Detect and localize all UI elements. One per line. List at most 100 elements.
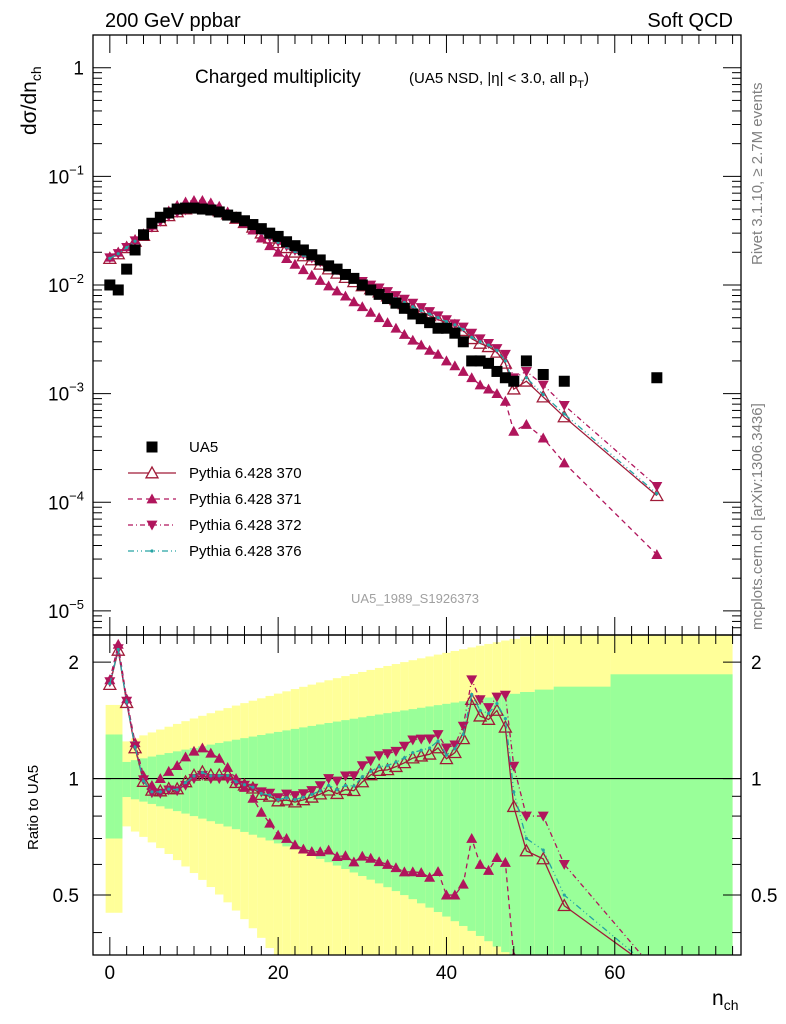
point-ua5	[331, 263, 343, 275]
point-p372	[407, 298, 419, 309]
legend-label-p376: Pythia 6.428 376	[189, 543, 302, 560]
point-p376	[284, 796, 289, 800]
point-p376	[150, 790, 154, 794]
point-ua5	[424, 317, 436, 329]
point-p371	[188, 745, 200, 756]
point-ua5	[558, 375, 570, 387]
point-p376	[116, 252, 120, 256]
point-p376	[436, 739, 440, 743]
point-p376	[495, 348, 499, 352]
point-ua5	[255, 223, 267, 235]
point-p371	[432, 348, 444, 359]
ratio-frame	[92, 634, 742, 956]
point-p371	[558, 457, 570, 468]
point-p371	[264, 240, 276, 251]
ratio-band-inner	[467, 700, 476, 931]
point-p376	[503, 359, 507, 363]
point-p372	[474, 695, 486, 706]
point-p372	[457, 322, 469, 333]
point-ua5	[382, 293, 394, 305]
point-p376	[133, 745, 137, 749]
point-p370	[519, 843, 534, 857]
point-p376	[310, 792, 314, 796]
point-p371	[521, 967, 532, 977]
point-p370	[414, 748, 429, 762]
point-p372	[356, 761, 368, 772]
ratio-y-tick-label-right: 2	[751, 653, 762, 674]
point-p372	[466, 328, 478, 339]
point-p371	[222, 761, 234, 772]
point-p370	[651, 967, 663, 978]
point-ua5	[474, 355, 486, 367]
ratio-band-inner	[459, 701, 468, 926]
point-ua5	[129, 244, 141, 256]
ratio-y-tick-label: 2	[68, 653, 79, 674]
ratio-band-inner	[282, 730, 291, 847]
point-p376	[512, 790, 516, 794]
point-p371	[348, 296, 360, 307]
point-p371	[255, 806, 267, 817]
point-ua5	[238, 215, 250, 227]
ratio-band-inner	[122, 761, 131, 798]
y-tick-label: 10−2	[48, 271, 84, 297]
ratio-y-tick-label-right: 0.5	[751, 886, 777, 907]
point-p376	[167, 787, 171, 791]
point-p376	[486, 343, 491, 347]
point-p371	[415, 867, 427, 878]
point-p372	[331, 776, 343, 787]
point-p376	[385, 764, 390, 768]
point-p370	[489, 344, 505, 358]
point-p372	[281, 789, 293, 800]
point-p376	[268, 793, 272, 797]
point-ua5	[171, 203, 183, 215]
point-p376	[495, 701, 499, 706]
point-p376	[242, 783, 247, 787]
point-p372	[180, 780, 192, 791]
point-p376	[301, 795, 305, 799]
point-p371	[651, 967, 662, 977]
x-tick-label: 0	[105, 963, 116, 984]
point-p371	[306, 846, 318, 857]
y-tick-label: 10−5	[48, 597, 84, 623]
point-p370	[279, 792, 294, 806]
point-p376	[541, 848, 545, 852]
legend-marker-p372	[146, 520, 158, 531]
legend-marker-p370	[144, 465, 160, 479]
ratio-band-inner	[105, 734, 115, 839]
point-p376	[461, 732, 465, 737]
point-p376	[444, 753, 449, 757]
point-p376	[141, 779, 146, 783]
point-p371	[440, 355, 452, 366]
ratio-band-inner	[484, 697, 493, 942]
main-panel	[102, 194, 664, 559]
point-p371	[499, 856, 511, 867]
point-p372	[171, 786, 183, 797]
point-ua5	[483, 357, 495, 369]
point-p371	[407, 334, 419, 345]
point-p376	[655, 492, 659, 496]
point-p370	[430, 740, 446, 754]
point-p372	[365, 756, 377, 767]
point-p372	[222, 774, 234, 785]
point-p370	[557, 898, 572, 912]
point-ua5	[112, 284, 124, 296]
point-ua5	[339, 268, 351, 280]
point-ua5	[137, 229, 149, 241]
y-tick-label: 1	[73, 59, 84, 80]
point-p376	[655, 971, 658, 974]
point-p371	[457, 365, 469, 376]
point-p370	[271, 793, 286, 807]
point-ua5	[222, 209, 234, 221]
point-ua5	[398, 302, 410, 314]
point-p371	[466, 372, 478, 383]
point-p376	[369, 769, 373, 773]
point-p371	[314, 274, 326, 285]
point-p376	[183, 780, 188, 785]
point-p370	[498, 719, 513, 733]
ratio-band-inner	[610, 674, 733, 955]
point-p371	[331, 851, 343, 862]
point-p372	[289, 791, 301, 801]
point-p370	[355, 774, 370, 788]
point-p371	[154, 773, 166, 783]
